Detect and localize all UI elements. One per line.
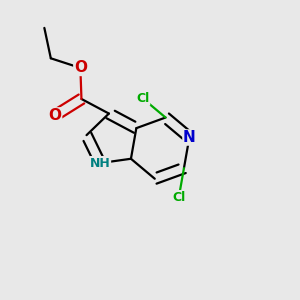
Text: Cl: Cl [136, 92, 150, 105]
Text: O: O [49, 108, 62, 123]
Text: NH: NH [90, 157, 110, 169]
Text: Cl: Cl [172, 190, 185, 204]
Text: O: O [74, 60, 87, 75]
Text: N: N [183, 130, 196, 145]
